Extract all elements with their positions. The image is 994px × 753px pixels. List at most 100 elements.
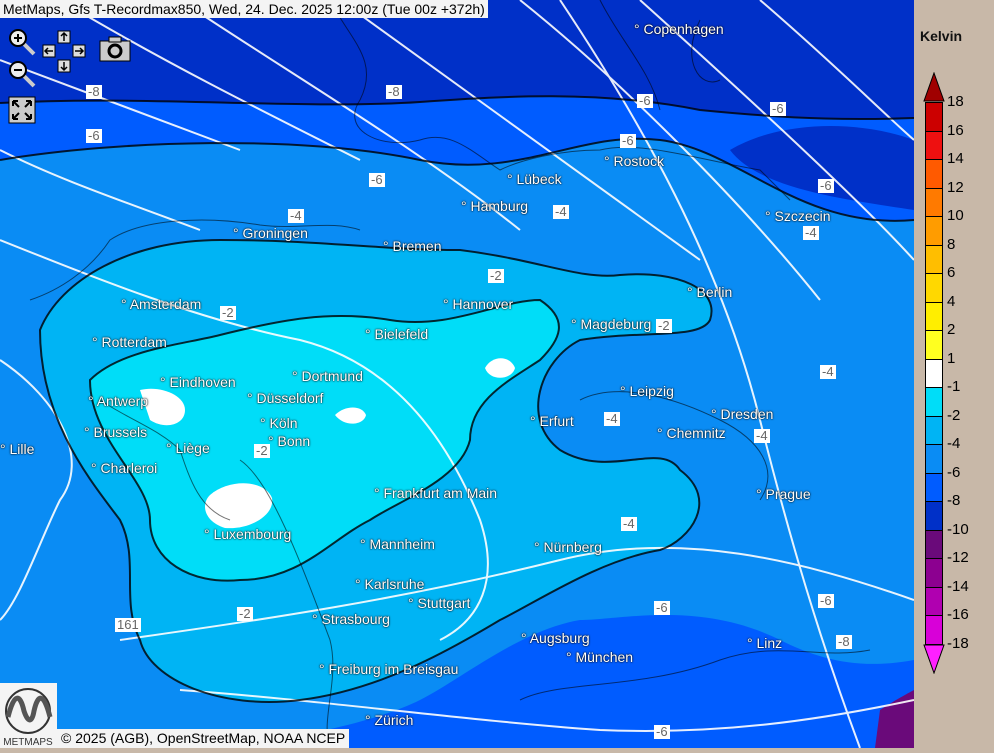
legend-label: -2 bbox=[947, 406, 961, 424]
contour-value-label: -4 bbox=[803, 225, 819, 240]
legend-swatch bbox=[925, 358, 943, 388]
legend-label: 14 bbox=[947, 150, 964, 167]
pan-up-icon[interactable] bbox=[57, 30, 71, 44]
legend-unit: Kelvin bbox=[920, 28, 963, 44]
city-label: ° Rostock bbox=[604, 153, 665, 169]
temperature-map[interactable] bbox=[0, 0, 914, 748]
coastlines-borders bbox=[29, 0, 871, 748]
pan-down-icon[interactable] bbox=[57, 59, 71, 73]
legend-label: -10 bbox=[947, 520, 969, 538]
legend-swatch bbox=[925, 301, 943, 331]
city-label: ° Bielefeld bbox=[365, 326, 429, 342]
contour-value-label: -6 bbox=[369, 172, 385, 187]
city-label: ° Erfurt bbox=[530, 413, 574, 429]
zoom-out-icon[interactable] bbox=[8, 60, 36, 88]
contour-value-label: 161 bbox=[115, 617, 141, 632]
legend-label: 1 bbox=[947, 349, 956, 367]
contour-value-label: -2 bbox=[237, 606, 253, 621]
city-label: ° Antwerp bbox=[88, 393, 149, 409]
metmaps-logo: METMAPS bbox=[0, 683, 57, 748]
contour-value-label: -6 bbox=[86, 128, 102, 143]
city-label: ° Hannover bbox=[443, 296, 514, 312]
pan-left-icon[interactable] bbox=[42, 44, 56, 58]
contour-value-label: -8 bbox=[86, 84, 102, 99]
legend-swatch bbox=[925, 529, 943, 559]
legend-label: 4 bbox=[947, 292, 956, 310]
legend-swatch bbox=[925, 102, 943, 132]
legend-label: 2 bbox=[947, 321, 956, 338]
legend-swatch bbox=[925, 472, 943, 502]
city-label: ° Chemnitz bbox=[657, 425, 726, 441]
city-label: ° Dresden bbox=[711, 406, 774, 422]
city-label: ° München bbox=[566, 649, 634, 665]
city-label: ° Magdeburg bbox=[571, 316, 652, 332]
city-label: ° Szczecin bbox=[765, 208, 831, 224]
contour-value-label: -4 bbox=[754, 428, 770, 443]
legend-swatch bbox=[925, 130, 943, 160]
city-label: ° Lille bbox=[0, 441, 35, 457]
city-label: ° Düsseldorf bbox=[247, 390, 324, 406]
band-white-4 bbox=[485, 358, 515, 378]
contour-value-label: -2 bbox=[254, 443, 270, 458]
city-label: ° Copenhagen bbox=[634, 21, 724, 37]
pan-right-icon[interactable] bbox=[72, 44, 86, 58]
map-title: MetMaps, Gfs T-Recordmax850, Wed, 24. De… bbox=[0, 0, 488, 18]
legend-swatch bbox=[925, 586, 943, 616]
contour-value-label: -4 bbox=[288, 208, 304, 223]
city-label: ° Hamburg bbox=[461, 198, 529, 214]
contour-value-label: -2 bbox=[220, 305, 236, 320]
copyright-notice: © 2025 (AGB), OpenStreetMap, NOAA NCEP bbox=[57, 729, 350, 748]
legend-label: 10 bbox=[947, 207, 964, 224]
camera-icon[interactable] bbox=[99, 36, 131, 62]
band-purple-se bbox=[875, 690, 914, 748]
legend-swatch bbox=[925, 615, 943, 645]
contour-value-label: -6 bbox=[770, 101, 786, 116]
fullscreen-icon[interactable] bbox=[8, 96, 36, 124]
band-white-3 bbox=[335, 407, 366, 424]
contour-value-label: -2 bbox=[488, 268, 504, 283]
legend-label: -14 bbox=[947, 577, 969, 595]
legend-swatch bbox=[925, 273, 943, 303]
legend-label: 12 bbox=[947, 178, 964, 196]
city-label: ° Mannheim bbox=[360, 536, 435, 552]
contour-value-label: -8 bbox=[386, 84, 402, 99]
contour-value-label: -4 bbox=[604, 411, 620, 426]
city-label: ° Frankfurt am Main bbox=[374, 485, 498, 501]
city-label: ° Rotterdam bbox=[92, 334, 167, 350]
legend-swatch bbox=[925, 244, 943, 274]
legend-max-arrow bbox=[923, 72, 945, 102]
isotherms bbox=[0, 0, 914, 748]
legend-swatch bbox=[925, 444, 943, 474]
contour-value-label: -6 bbox=[654, 600, 670, 615]
legend-swatch bbox=[925, 387, 943, 417]
contour-value-label: -2 bbox=[656, 318, 672, 333]
city-label: ° Karlsruhe bbox=[355, 576, 425, 592]
city-label: ° Groningen bbox=[233, 225, 308, 241]
city-label: ° Stuttgart bbox=[408, 595, 471, 611]
city-label: ° Linz bbox=[747, 635, 783, 651]
contour-value-label: -4 bbox=[820, 364, 836, 379]
contour-value-label: -4 bbox=[621, 516, 637, 531]
color-legend: Kelvin 18 16 14 12 10 8 6 4 2 1 -1 -2 -4 -6 -8 -10 -12 -1… bbox=[914, 0, 994, 748]
legend-label: -4 bbox=[947, 435, 961, 452]
legend-label: -16 bbox=[947, 606, 969, 623]
contour-lines bbox=[0, 95, 914, 703]
city-label: ° Berlin bbox=[687, 284, 733, 300]
legend-label: 18 bbox=[947, 93, 964, 110]
legend-swatch bbox=[925, 558, 943, 588]
contour-value-label: -6 bbox=[637, 93, 653, 108]
legend-swatch bbox=[925, 187, 943, 217]
city-label: ° Dortmund bbox=[292, 368, 363, 384]
zoom-in-icon[interactable] bbox=[8, 28, 36, 56]
legend-label: -6 bbox=[947, 463, 961, 481]
band-white-1 bbox=[140, 388, 185, 426]
legend-label: -12 bbox=[947, 549, 969, 566]
city-label: ° Zürich bbox=[365, 712, 414, 728]
city-label: ° Eindhoven bbox=[160, 374, 236, 390]
city-label: ° Liège bbox=[166, 440, 210, 456]
legend-min-arrow bbox=[923, 644, 945, 674]
city-label: ° Lübeck bbox=[507, 171, 562, 187]
contour-value-label: -6 bbox=[818, 178, 834, 193]
city-label: ° Charleroi bbox=[91, 460, 158, 476]
legend-swatch bbox=[925, 159, 943, 189]
